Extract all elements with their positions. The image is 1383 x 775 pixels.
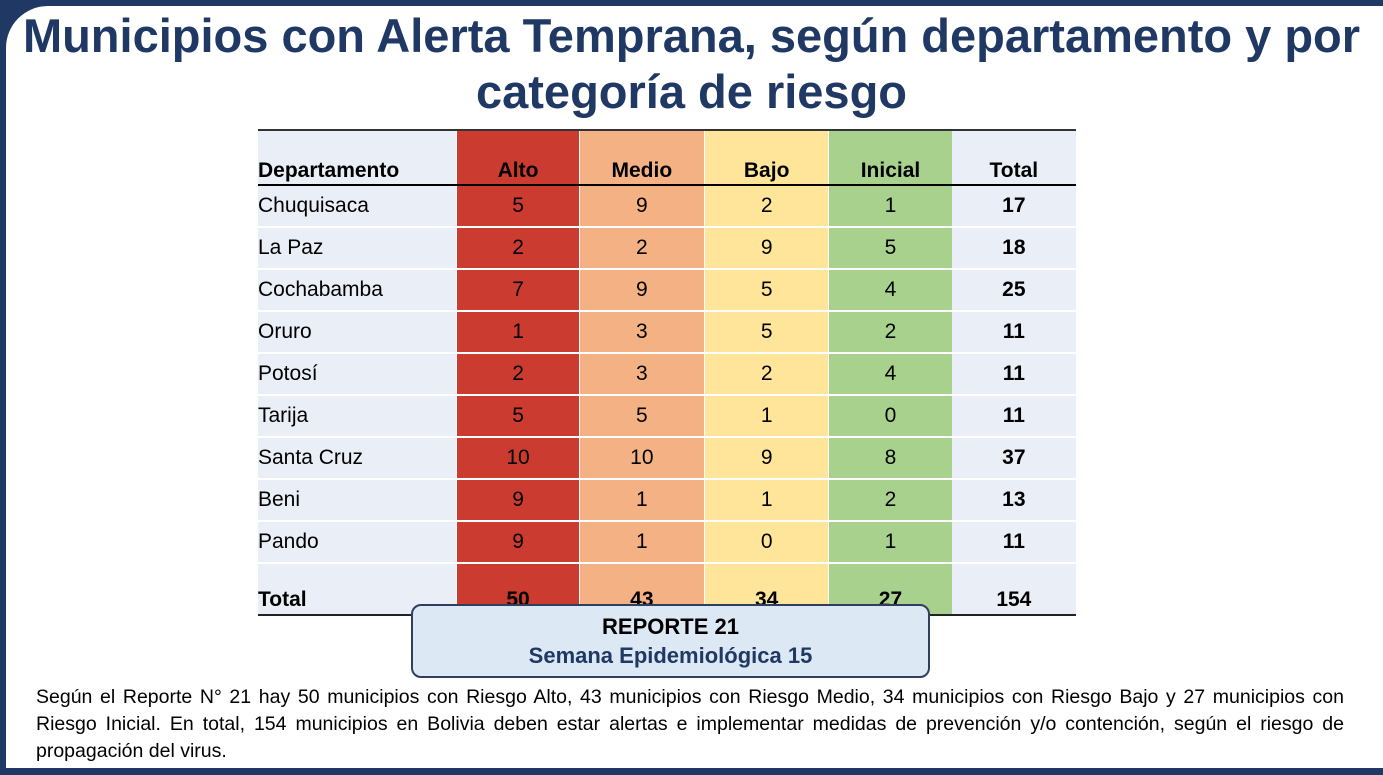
cell-total: 13: [951, 479, 1076, 522]
cell-departamento: Potosí: [258, 353, 457, 396]
cell-medio: 1: [579, 479, 706, 522]
cell-bajo: 9: [704, 437, 830, 480]
cell-inicial: 4: [828, 269, 952, 312]
summary-paragraph: Según el Reporte N° 21 hay 50 municipios…: [36, 686, 1344, 762]
table-row: Beni 9 1 1 2 13: [258, 479, 1076, 522]
table-row: Chuquisaca 5 9 2 1 17: [258, 185, 1076, 228]
cell-total: 154: [951, 563, 1076, 615]
cell-alto: 1: [456, 311, 580, 354]
cell-medio: 3: [579, 311, 706, 354]
cell-bajo: 0: [704, 521, 830, 564]
column-header-alto: Alto: [456, 130, 580, 186]
cell-total: 11: [951, 395, 1076, 438]
cell-departamento: Oruro: [258, 311, 457, 354]
cell-medio: 9: [579, 269, 706, 312]
table-row: Oruro 1 3 5 2 11: [258, 311, 1076, 354]
cell-total: 17: [951, 185, 1076, 228]
cell-departamento: Chuquisaca: [258, 185, 457, 228]
column-header-inicial: Inicial: [828, 130, 952, 186]
table-row: Santa Cruz 10 10 9 8 37: [258, 437, 1076, 480]
cell-medio: 5: [579, 395, 706, 438]
cell-bajo: 2: [704, 185, 830, 228]
page-title: Municipios con Alerta Temprana, según de…: [22, 9, 1361, 118]
cell-inicial: 5: [828, 227, 952, 270]
total-row: Total 50 43 34 27 154: [258, 563, 1076, 615]
cell-total: 11: [951, 521, 1076, 564]
table-row: Potosí 2 3 2 4 11: [258, 353, 1076, 396]
cell-alto: 7: [456, 269, 580, 312]
cell-total: 18: [951, 227, 1076, 270]
risk-table: Departamento Alto Medio Bajo Inicial Total Ch…: [258, 129, 1076, 616]
cell-total: 25: [951, 269, 1076, 312]
cell-total: 11: [951, 311, 1076, 354]
cell-medio: 1: [579, 521, 706, 564]
cell-medio: 9: [579, 185, 706, 228]
cell-alto: 5: [456, 395, 580, 438]
table-row: Pando 9 1 0 1 11: [258, 521, 1076, 564]
cell-departamento: Beni: [258, 479, 457, 522]
cell-alto: 5: [456, 185, 580, 228]
cell-bajo: 1: [704, 395, 830, 438]
column-header-bajo: Bajo: [704, 130, 830, 186]
cell-medio: 3: [579, 353, 706, 396]
cell-departamento: Cochabamba: [258, 269, 457, 312]
cell-inicial: 4: [828, 353, 952, 396]
cell-departamento: Pando: [258, 521, 457, 564]
cell-alto: 2: [456, 353, 580, 396]
cell-inicial: 1: [828, 521, 952, 564]
report-subtitle: Semana Epidemiológica 15: [528, 643, 813, 668]
cell-inicial: 1: [828, 185, 952, 228]
column-header-total: Total: [951, 130, 1076, 186]
table-row: Tarija 5 5 1 0 11: [258, 395, 1076, 438]
table-row: La Paz 2 2 9 5 18: [258, 227, 1076, 270]
cell-bajo: 9: [704, 227, 830, 270]
cell-inicial: 8: [828, 437, 952, 480]
table-row: Cochabamba 7 9 5 4 25: [258, 269, 1076, 312]
cell-medio: 2: [579, 227, 706, 270]
cell-departamento: Tarija: [258, 395, 457, 438]
cell-inicial: 2: [828, 479, 952, 522]
cell-bajo: 1: [704, 479, 830, 522]
report-title: REPORTE 21: [602, 614, 739, 639]
cell-inicial: 2: [828, 311, 952, 354]
cell-total: 37: [951, 437, 1076, 480]
cell-departamento: Santa Cruz: [258, 437, 457, 480]
cell-bajo: 2: [704, 353, 830, 396]
cell-alto: 10: [456, 437, 580, 480]
cell-alto: 9: [456, 479, 580, 522]
cell-inicial: 0: [828, 395, 952, 438]
cell-total: 11: [951, 353, 1076, 396]
cell-bajo: 5: [704, 311, 830, 354]
cell-medio: 10: [579, 437, 706, 480]
table-header-row: Departamento Alto Medio Bajo Inicial Total: [258, 130, 1076, 186]
report-box: REPORTE 21 Semana Epidemiológica 15: [411, 604, 930, 678]
cell-bajo: 5: [704, 269, 830, 312]
cell-alto: 9: [456, 521, 580, 564]
cell-departamento: La Paz: [258, 227, 457, 270]
column-header-medio: Medio: [579, 130, 706, 186]
column-header-departamento: Departamento: [258, 130, 457, 186]
cell-alto: 2: [456, 227, 580, 270]
